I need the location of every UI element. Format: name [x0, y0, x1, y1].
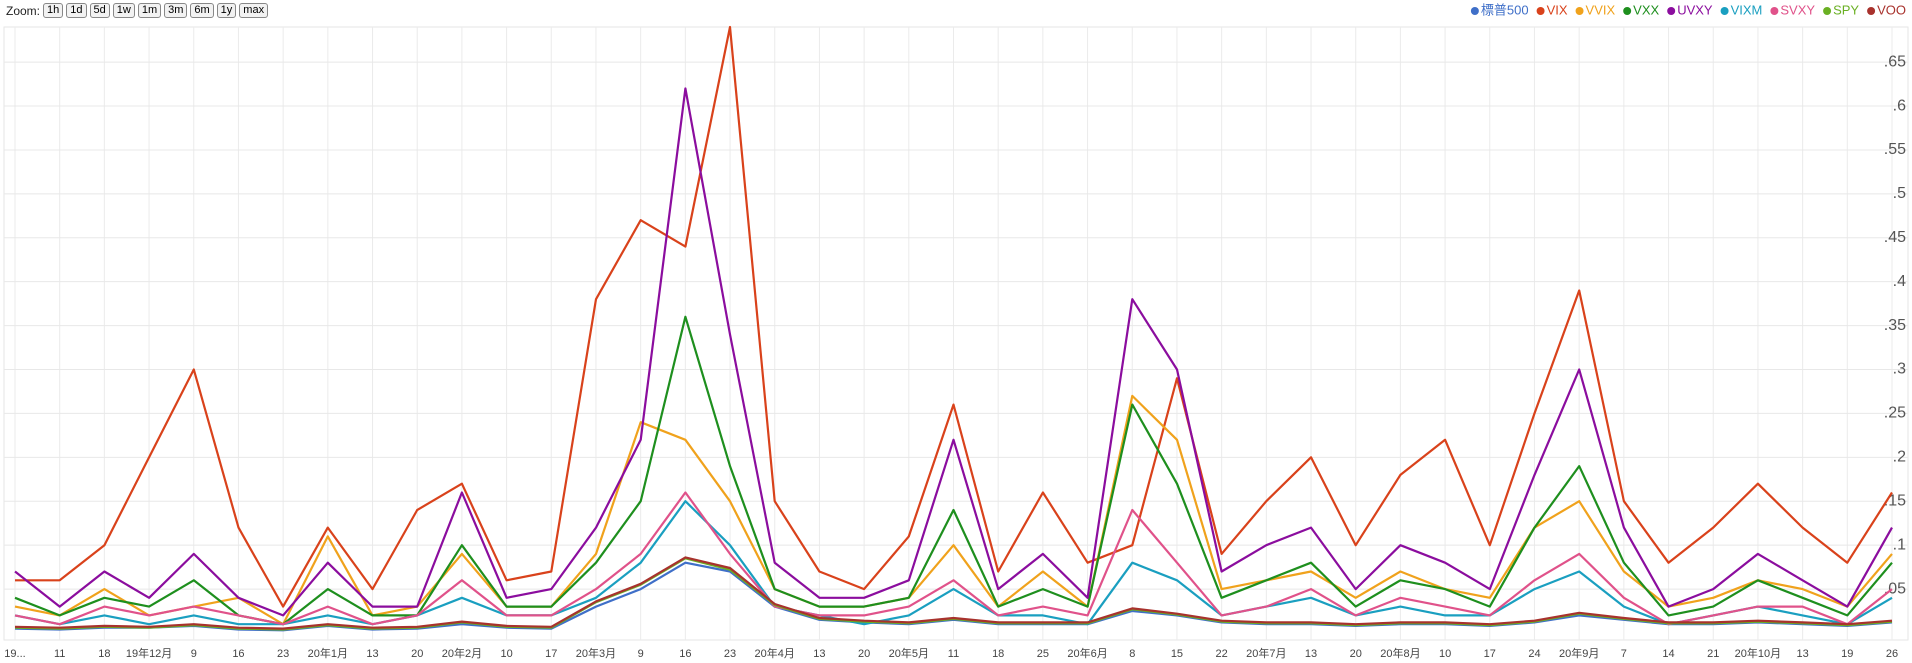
x-tick-label: 16 [679, 648, 691, 660]
series-line [14, 556, 1893, 630]
legend-label: VVIX [1586, 2, 1616, 17]
x-tick-label: 20 [411, 648, 423, 660]
series-line [15, 25, 1893, 608]
y-tick-label: .45 [1884, 229, 1906, 246]
zoom-button[interactable]: 3m [164, 3, 188, 18]
zoom-button[interactable]: 5d [89, 3, 110, 18]
legend-marker [1770, 7, 1779, 15]
series-line [14, 491, 1893, 626]
y-tick-label: .35 [1884, 317, 1906, 334]
x-tick-label: 19年12月 [126, 646, 172, 660]
x-tick-label: 20年1月 [308, 646, 348, 660]
y-tick-label: .65 [1884, 53, 1906, 70]
x-tick-label: 7 [1621, 648, 1627, 660]
x-tick-label: 9 [638, 648, 644, 660]
x-tick-label: 23 [724, 648, 736, 660]
legend-label: UVXY [1677, 2, 1713, 17]
legend-label: 標普500 [1481, 2, 1529, 17]
x-tick-label: 20年9月 [1559, 646, 1599, 660]
x-tick-label: 11 [54, 648, 65, 660]
series-line [14, 394, 1893, 626]
x-tick-label: 20年6月 [1067, 646, 1107, 660]
y-tick-label: .05 [1884, 580, 1906, 597]
x-tick-label: 11 [948, 648, 959, 660]
x-tick-label: 17 [545, 648, 557, 660]
series-line [14, 315, 1893, 626]
y-tick-label: .5 [1893, 185, 1906, 202]
x-tick-label: 19... [4, 648, 25, 660]
x-tick-label: 20年10月 [1735, 646, 1781, 660]
x-tick-label: 15 [1171, 648, 1183, 660]
x-tick-label: 8 [1129, 648, 1135, 660]
legend-marker [1623, 7, 1632, 15]
zoom-button[interactable]: 1w [112, 3, 135, 18]
zoom-bar: Zoom: 1h 1d 5d 1w 1m 3m 6m 1y max [6, 3, 269, 18]
y-tick-label: .4 [1893, 273, 1906, 290]
x-tick-label: 13 [813, 648, 825, 660]
legend-label: VXX [1633, 2, 1659, 17]
legend-marker [1667, 7, 1676, 15]
x-tick-label: 14 [1662, 648, 1674, 660]
legend-marker [1867, 7, 1876, 15]
y-tick-label: .6 [1893, 97, 1906, 114]
zoom-button[interactable]: 1m [137, 3, 162, 18]
x-tick-label: 20 [858, 648, 870, 660]
legend-marker [1823, 7, 1832, 15]
x-tick-label: 24 [1528, 648, 1540, 660]
legend-label: VIX [1547, 2, 1568, 17]
x-tick-label: 13 [366, 648, 378, 660]
legend-marker [1575, 7, 1584, 15]
x-tick-label: 20年7月 [1246, 646, 1286, 660]
x-tick-label: 23 [277, 648, 289, 660]
x-tick-label: 22 [1216, 648, 1228, 660]
x-tick-label: 10 [500, 648, 512, 660]
y-tick-label: .1 [1893, 536, 1906, 553]
x-tick-label: 20年5月 [889, 646, 929, 660]
x-tick-label: 17 [1484, 648, 1496, 660]
x-tick-label: 26 [1886, 648, 1898, 660]
series-line [14, 87, 1893, 617]
y-tick-label: .3 [1893, 361, 1906, 378]
x-tick-label: 13 [1305, 648, 1317, 660]
zoom-label: Zoom: [6, 3, 41, 18]
legend-label: SVXY [1780, 2, 1815, 17]
legend-marker [1470, 7, 1479, 15]
x-tick-label: 25 [1037, 648, 1049, 660]
x-tick-label: 16 [232, 648, 244, 660]
x-tick-label: 19 [1841, 648, 1853, 660]
x-tick-label: 10 [1439, 648, 1451, 660]
x-tick-label: 18 [992, 648, 1004, 660]
legend-label: VIXM [1731, 2, 1763, 17]
zoom-button[interactable]: max [239, 3, 269, 18]
x-tick-label: 13 [1796, 648, 1808, 660]
series-line [14, 500, 1893, 626]
zoom-button[interactable]: 1d [66, 3, 87, 18]
y-tick-label: .2 [1893, 449, 1906, 466]
legend-label: VOO [1877, 2, 1906, 17]
x-tick-label: 20年4月 [755, 646, 795, 660]
x-tick-label: 20年8月 [1380, 646, 1420, 660]
zoom-button[interactable]: 1h [43, 3, 64, 18]
zoom-button[interactable]: 6m [190, 3, 214, 18]
y-tick-label: .25 [1884, 405, 1906, 422]
x-tick-label: 20年2月 [442, 646, 482, 660]
x-tick-label: 20 [1350, 648, 1362, 660]
legend: VOO SPY SVXY VIXM UVXY VXX VVIX VIX 標普500 [1470, 2, 1906, 17]
x-tick-label: 21 [1707, 648, 1719, 660]
legend-marker [1536, 7, 1545, 15]
x-tick-label: 9 [191, 648, 197, 660]
legend-marker [1720, 7, 1729, 15]
legend-label: SPY [1833, 2, 1859, 17]
x-tick-label: 18 [98, 648, 110, 660]
y-tick-label: .55 [1884, 141, 1906, 158]
zoom-button[interactable]: 1y [216, 3, 237, 18]
x-tick-label: 20年3月 [576, 646, 616, 660]
